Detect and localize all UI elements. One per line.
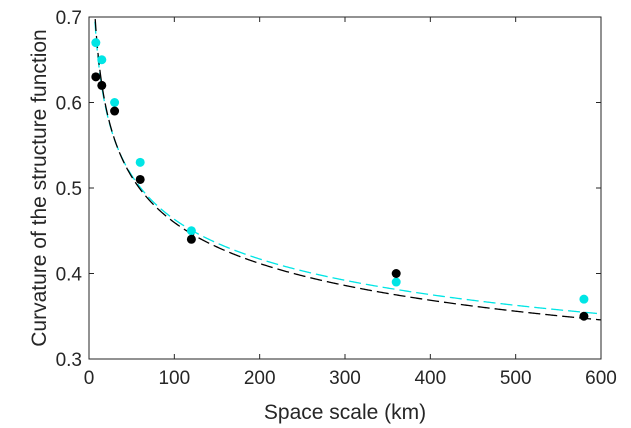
x-tick-label: 600 (585, 368, 617, 389)
x-axis-label: Space scale (km) (264, 401, 426, 424)
data-point-series-2 (91, 72, 101, 82)
fit-curve-series-1 (94, 17, 601, 315)
plot-frame (88, 16, 602, 360)
data-points (91, 38, 589, 321)
x-axis-ticks: 0 100 200 300 400 500 600 (84, 17, 617, 389)
y-tick-label: 0.5 (56, 179, 82, 200)
data-point-series-2 (97, 80, 107, 90)
x-tick-label: 200 (244, 368, 276, 389)
data-point-series-1 (186, 226, 196, 236)
data-point-series-2 (135, 174, 145, 184)
data-point-series-1 (91, 38, 101, 48)
fit-curve-series-2 (94, 17, 601, 321)
y-axis-label: Curvature of the structure function (28, 29, 51, 347)
data-point-series-1 (135, 157, 145, 167)
data-point-series-1 (391, 277, 401, 287)
x-tick-label: 0 (84, 368, 95, 389)
y-axis-ticks: 0.3 0.4 0.5 0.6 0.7 (56, 8, 601, 371)
data-point-series-2 (391, 269, 401, 278)
x-tick-label: 300 (329, 368, 361, 389)
data-point-series-2 (186, 234, 196, 244)
data-point-series-1 (579, 294, 589, 304)
y-tick-label: 0.3 (56, 350, 82, 371)
data-point-series-1 (97, 55, 107, 65)
y-tick-label: 0.4 (56, 265, 83, 286)
y-tick-label: 0.7 (56, 8, 82, 29)
x-tick-label: 500 (500, 368, 532, 389)
y-tick-label: 0.6 (56, 94, 82, 115)
fit-curves (94, 17, 601, 321)
data-point-series-2 (579, 311, 589, 321)
x-tick-label: 400 (414, 368, 446, 389)
data-point-series-1 (110, 98, 120, 107)
x-tick-label: 100 (158, 368, 190, 389)
data-point-series-2 (110, 106, 120, 116)
